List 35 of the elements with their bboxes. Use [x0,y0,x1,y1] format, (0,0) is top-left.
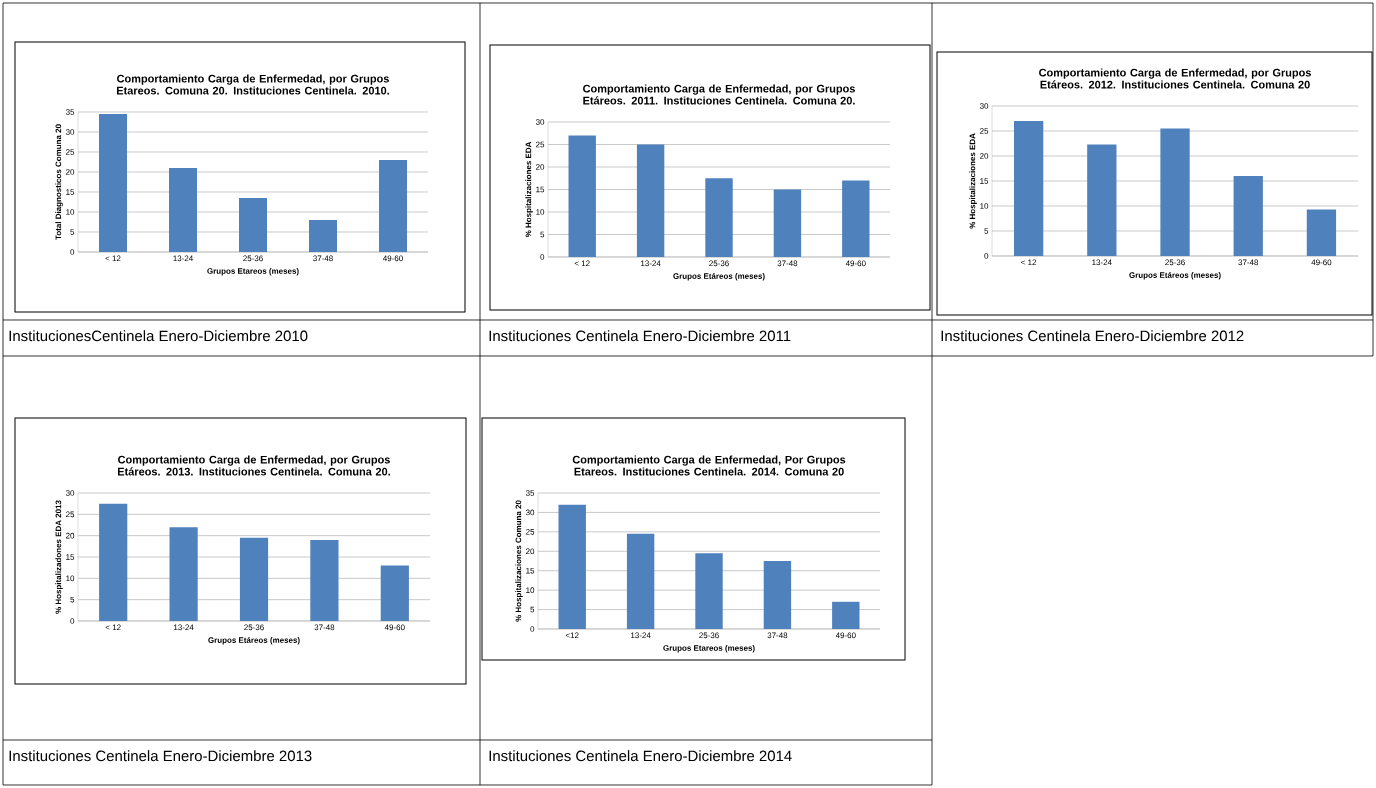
text: Instituciones Centinela Enero-Diciembre 2014 [489,750,792,762]
bar [626,533,655,629]
chart-title: Comportamiento Carga de Enfermedad, Por Grupos Etareos. Instituciones Centinela. 2014. Comuna 20 [572,455,846,476]
bar [1306,209,1337,256]
bar [380,565,409,621]
bar [832,601,860,629]
bar [309,219,338,252]
bar [568,135,596,257]
bar [773,189,802,257]
bar [842,180,870,257]
bar [636,144,665,257]
text: Instituciones Centinela Enero-Diciembre 2012 [941,330,1244,342]
bar [558,504,586,629]
bar [705,178,733,257]
bar [1013,120,1044,256]
bar [169,527,198,621]
chart-title: Comportamiento Carga de Enfermedad, por Grupos Etareos. Comuna 20. Instituciones Centinela. 2010. [117,74,389,95]
bar [695,553,723,629]
bar [239,197,268,252]
bar [763,561,792,629]
chart-title: Comportamiento Carga de Enfermedad, por Grupos Etáreos. 2013. Instituciones Centinela. Comuna 20. [118,455,390,476]
bar [99,503,128,621]
chart-title: Comportamiento Carga de Enfermedad, por Grupos Etáreos. 2012. Instituciones Centinela. Comuna 20 [1039,68,1311,89]
text: InstitucionesCentinela Enero-Diciembre 2010 [9,330,308,342]
text: Instituciones Centinela Enero-Diciembre 2011 [489,330,791,342]
bar [379,159,408,252]
text: Instituciones Centinela Enero-Diciembre 2013 [9,750,312,762]
bar [169,167,198,252]
bar [1087,144,1117,256]
bar [1160,128,1190,256]
chart-title: Comportamiento Carga de Enfermedad, por Grupos Etáreos. 2011. Instituciones Centinela. Comuna 20. [583,84,855,105]
bar [310,539,339,621]
bar [99,113,127,252]
bar [239,537,269,621]
bar [1233,175,1263,256]
